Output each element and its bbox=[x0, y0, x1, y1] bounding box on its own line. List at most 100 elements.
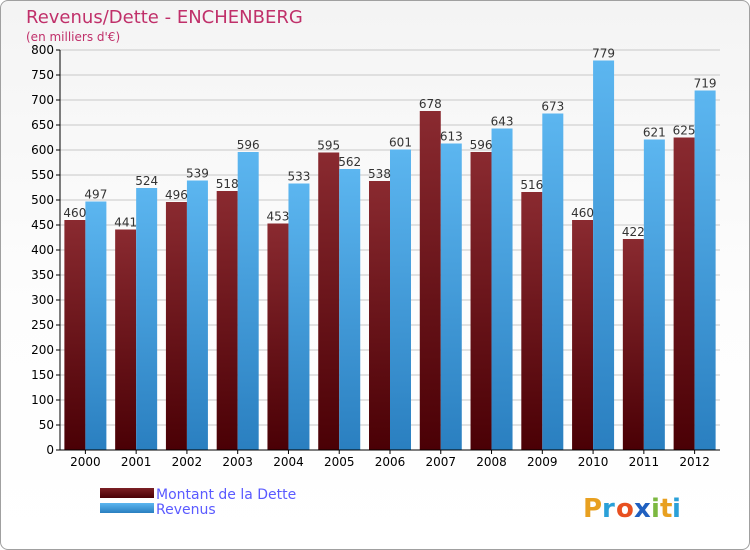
x-tick-label: 2001 bbox=[121, 455, 152, 469]
legend-swatch-dette bbox=[100, 488, 154, 498]
y-tick-label: 300 bbox=[31, 293, 54, 307]
y-tick-label: 600 bbox=[31, 143, 54, 157]
bar-revenus bbox=[593, 60, 615, 450]
data-label: 779 bbox=[592, 47, 615, 61]
bar-revenus bbox=[542, 113, 564, 450]
bar-dette bbox=[216, 191, 238, 450]
bar-dette bbox=[521, 192, 543, 450]
y-tick-label: 450 bbox=[31, 218, 54, 232]
data-label: 539 bbox=[186, 167, 209, 181]
data-label: 643 bbox=[491, 115, 514, 129]
y-tick-label: 150 bbox=[31, 368, 54, 382]
data-label: 596 bbox=[470, 138, 493, 152]
data-label: 518 bbox=[216, 177, 239, 191]
bar-revenus bbox=[136, 188, 158, 450]
data-label: 496 bbox=[165, 188, 188, 202]
bar-revenus bbox=[85, 201, 107, 450]
data-label: 422 bbox=[622, 225, 645, 239]
y-tick-label: 200 bbox=[31, 343, 54, 357]
data-label: 533 bbox=[288, 170, 311, 184]
data-label: 497 bbox=[84, 188, 107, 202]
bar-dette bbox=[115, 229, 137, 450]
data-label: 595 bbox=[317, 139, 340, 153]
bar-dette bbox=[419, 111, 441, 450]
chart-title: Revenus/Dette - ENCHENBERG bbox=[26, 7, 303, 28]
svg-text:x: x bbox=[634, 494, 651, 524]
svg-text:o: o bbox=[616, 494, 634, 524]
x-tick-label: 2006 bbox=[375, 455, 406, 469]
data-label: 673 bbox=[541, 100, 564, 114]
bar-revenus bbox=[288, 183, 310, 450]
data-label: 453 bbox=[267, 210, 290, 224]
bar-dette bbox=[64, 220, 86, 450]
y-tick-label: 550 bbox=[31, 168, 54, 182]
legend-label-dette: Montant de la Dette bbox=[156, 487, 296, 503]
data-label: 562 bbox=[338, 155, 361, 169]
data-label: 625 bbox=[673, 124, 696, 138]
data-label: 441 bbox=[114, 216, 137, 230]
x-tick-label: 2000 bbox=[70, 455, 101, 469]
y-tick-label: 100 bbox=[31, 393, 54, 407]
bar-revenus bbox=[237, 152, 259, 450]
bar-dette bbox=[318, 152, 340, 450]
y-tick-label: 350 bbox=[31, 268, 54, 282]
data-label: 460 bbox=[63, 206, 86, 220]
svg-text:P: P bbox=[583, 494, 602, 524]
data-label: 538 bbox=[368, 167, 391, 181]
data-label: 678 bbox=[419, 97, 442, 111]
bar-revenus bbox=[440, 143, 462, 450]
y-tick-label: 50 bbox=[39, 418, 54, 432]
data-label: 524 bbox=[135, 174, 158, 188]
svg-text:i: i bbox=[651, 494, 660, 524]
data-label: 621 bbox=[643, 126, 666, 140]
legend-swatch-revenus bbox=[100, 503, 154, 513]
x-tick-label: 2002 bbox=[172, 455, 203, 469]
bar-revenus bbox=[491, 128, 513, 450]
y-tick-label: 750 bbox=[31, 68, 54, 82]
chart-subtitle: (en milliers d'€) bbox=[26, 30, 120, 44]
x-tick-label: 2011 bbox=[629, 455, 660, 469]
bar-revenus bbox=[186, 180, 208, 450]
data-label: 613 bbox=[440, 130, 463, 144]
svg-text:i: i bbox=[672, 494, 681, 524]
x-tick-label: 2012 bbox=[679, 455, 710, 469]
data-label: 460 bbox=[571, 206, 594, 220]
svg-text:t: t bbox=[660, 494, 672, 524]
y-tick-label: 500 bbox=[31, 193, 54, 207]
data-label: 719 bbox=[694, 77, 717, 91]
data-label: 516 bbox=[520, 178, 543, 192]
y-tick-label: 400 bbox=[31, 243, 54, 257]
x-tick-label: 2003 bbox=[222, 455, 253, 469]
bar-dette bbox=[622, 239, 644, 450]
data-label: 596 bbox=[237, 138, 260, 152]
bar-dette bbox=[267, 223, 289, 450]
proxiti-logo: P r o x i t i bbox=[583, 494, 681, 524]
data-labels: 460 497 441 524 496 539 518 596 453 533 595 562 538 6… bbox=[63, 47, 716, 240]
bar-dette bbox=[673, 137, 695, 450]
svg-text:r: r bbox=[602, 494, 615, 524]
y-tick-label: 700 bbox=[31, 93, 54, 107]
x-tick-label: 2010 bbox=[578, 455, 609, 469]
y-tick-label: 250 bbox=[31, 318, 54, 332]
data-label: 601 bbox=[389, 136, 412, 150]
x-axis-ticks: 2000 2001 2002 2003 2004 2005 2006 2007 2008 2009… bbox=[70, 450, 710, 469]
y-tick-label: 650 bbox=[31, 118, 54, 132]
legend-label-revenus: Revenus bbox=[156, 502, 216, 518]
bar-revenus bbox=[339, 169, 361, 450]
x-tick-label: 2009 bbox=[527, 455, 558, 469]
bar-dette bbox=[572, 220, 594, 450]
bar-revenus bbox=[390, 149, 411, 450]
x-tick-label: 2005 bbox=[324, 455, 355, 469]
bars bbox=[64, 60, 716, 450]
bar-dette bbox=[369, 181, 390, 450]
bar-dette bbox=[165, 202, 187, 450]
legend: Montant de la Dette Revenus bbox=[100, 487, 296, 518]
bar-revenus bbox=[694, 90, 716, 450]
x-tick-label: 2008 bbox=[476, 455, 507, 469]
y-axis-ticks: 0 50 100 150 200 250 300 350 400 450 500 550 600 650 7… bbox=[31, 43, 60, 457]
y-tick-label: 0 bbox=[46, 443, 54, 457]
y-tick-label: 800 bbox=[31, 43, 54, 57]
x-tick-label: 2007 bbox=[425, 455, 456, 469]
x-tick-label: 2004 bbox=[273, 455, 304, 469]
